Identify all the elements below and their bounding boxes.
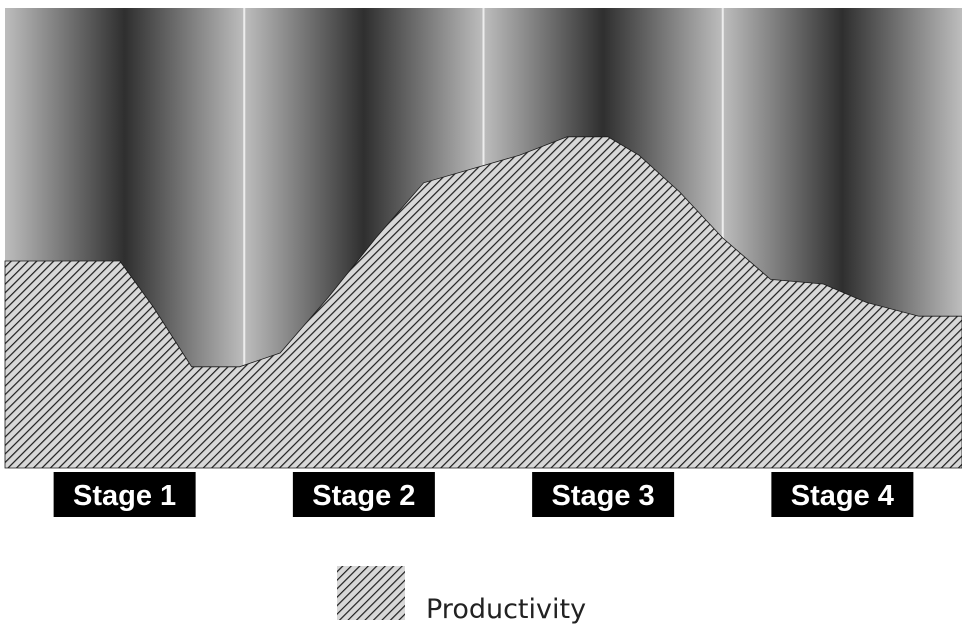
stage-label-4: Stage 4 xyxy=(791,480,894,512)
legend-label: Productivity xyxy=(426,594,586,625)
stage-label-box-4 xyxy=(771,472,914,517)
legend-swatch xyxy=(337,566,405,620)
stage-label-box-1 xyxy=(53,472,196,517)
productivity-area-layer xyxy=(4,136,962,469)
stage-label-box-3 xyxy=(532,472,675,517)
stage-label-3: Stage 3 xyxy=(552,480,655,512)
stage-label-2: Stage 2 xyxy=(312,480,415,512)
stage-label-box-2 xyxy=(292,472,435,517)
stage-labels: Stage 1 Stage 2 Stage 3 Stage 4 xyxy=(53,472,914,517)
legend: Productivity xyxy=(337,566,586,625)
productivity-area xyxy=(4,136,962,469)
stage-label-1: Stage 1 xyxy=(73,480,176,512)
